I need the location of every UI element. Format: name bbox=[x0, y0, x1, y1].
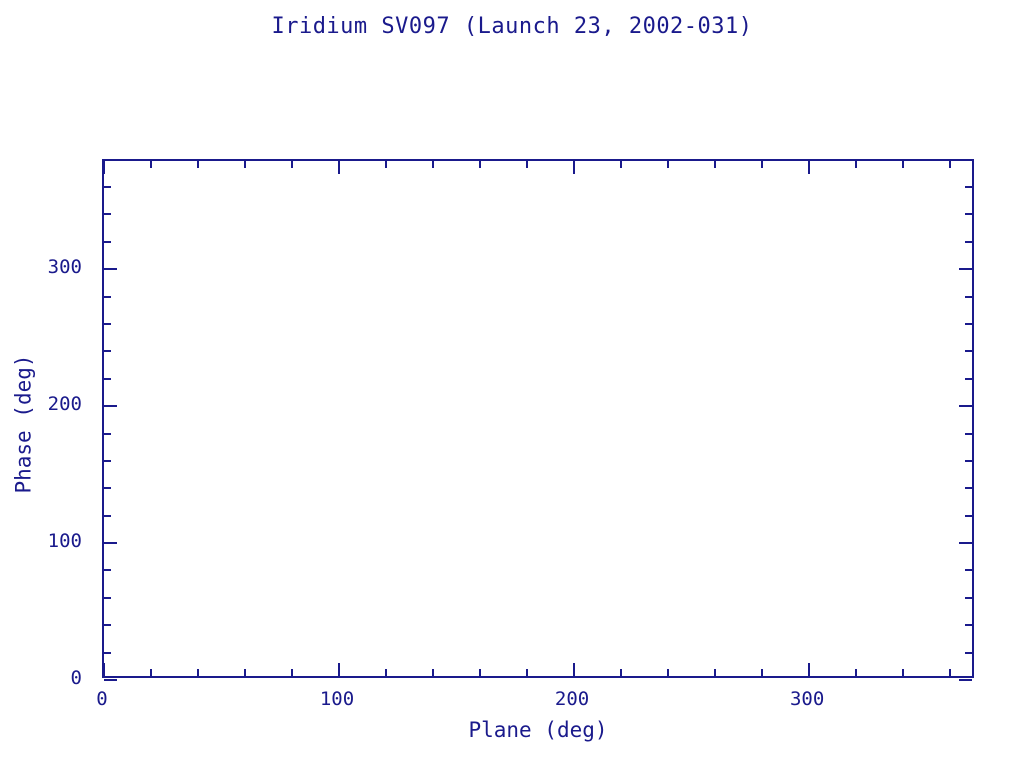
axis-tick-minor bbox=[965, 432, 972, 435]
axis-tick-minor bbox=[965, 569, 972, 572]
axis-tick-minor bbox=[479, 161, 482, 168]
axis-tick-minor bbox=[902, 161, 905, 168]
axis-tick-minor bbox=[104, 569, 111, 572]
axis-tick-minor bbox=[714, 669, 717, 676]
axis-tick-minor bbox=[291, 161, 294, 168]
axis-tick-minor bbox=[965, 295, 972, 298]
axis-tick-minor bbox=[965, 459, 972, 462]
axis-tick-minor bbox=[104, 213, 111, 216]
axis-tick-minor bbox=[244, 161, 247, 168]
axis-tick-minor bbox=[432, 161, 435, 168]
axis-tick-major bbox=[959, 405, 972, 408]
axis-tick-minor bbox=[104, 350, 111, 353]
axis-tick-minor bbox=[855, 669, 858, 676]
axis-tick-minor bbox=[855, 161, 858, 168]
axis-tick-minor bbox=[902, 669, 905, 676]
axis-tick-minor bbox=[104, 624, 111, 627]
axis-tick-minor bbox=[965, 322, 972, 325]
axis-tick-minor bbox=[965, 624, 972, 627]
axis-tick-minor bbox=[104, 240, 111, 243]
y-tick-label: 200 bbox=[47, 393, 82, 416]
axis-tick-minor bbox=[104, 651, 111, 654]
x-axis-label: Plane (deg) bbox=[468, 718, 608, 742]
axis-tick-minor bbox=[244, 669, 247, 676]
axis-tick-minor bbox=[104, 514, 111, 517]
axis-tick-minor bbox=[104, 596, 111, 599]
axis-tick-minor bbox=[197, 669, 200, 676]
axis-tick-minor bbox=[197, 161, 200, 168]
axis-tick-major bbox=[959, 542, 972, 545]
axis-tick-minor bbox=[385, 161, 388, 168]
axis-tick-major bbox=[959, 679, 972, 681]
axis-tick-major bbox=[338, 161, 341, 174]
axis-tick-major bbox=[959, 268, 972, 271]
axis-tick-major bbox=[573, 663, 576, 676]
axis-tick-major bbox=[808, 161, 811, 174]
axis-tick-major bbox=[573, 161, 576, 174]
axis-tick-minor bbox=[620, 161, 623, 168]
x-tick-label: 200 bbox=[554, 688, 590, 710]
axis-tick-minor bbox=[104, 432, 111, 435]
axis-tick-minor bbox=[104, 459, 111, 462]
axis-tick-minor bbox=[965, 487, 972, 490]
axis-tick-minor bbox=[620, 669, 623, 676]
y-tick-label: 0 bbox=[70, 667, 82, 689]
y-tick-label: 300 bbox=[47, 256, 82, 279]
axis-tick-minor bbox=[965, 596, 972, 599]
plot-title: Iridium SV097 (Launch 23, 2002-031) bbox=[271, 14, 753, 39]
axis-tick-minor bbox=[526, 669, 529, 676]
axis-tick-minor bbox=[965, 377, 972, 380]
axis-tick-minor bbox=[104, 186, 111, 189]
axis-tick-minor bbox=[714, 161, 717, 168]
x-tick-label: 100 bbox=[319, 688, 355, 710]
plot-axes-frame bbox=[102, 159, 974, 681]
y-axis-label: Phase (deg) bbox=[11, 354, 36, 494]
axis-tick-minor bbox=[526, 161, 529, 168]
axis-tick-minor bbox=[965, 240, 972, 243]
axis-tick-minor bbox=[667, 161, 670, 168]
axis-tick-minor bbox=[104, 322, 111, 325]
axis-tick-minor bbox=[761, 161, 764, 168]
axis-tick-minor bbox=[761, 669, 764, 676]
x-tick-label: 0 bbox=[96, 688, 108, 710]
axis-tick-major bbox=[808, 663, 811, 676]
axis-tick-minor bbox=[667, 669, 670, 676]
axis-tick-minor bbox=[150, 669, 152, 676]
axis-tick-major bbox=[104, 542, 117, 545]
axis-tick-minor bbox=[965, 514, 972, 517]
axis-tick-minor bbox=[432, 669, 435, 676]
axis-tick-minor bbox=[965, 213, 972, 216]
axis-tick-minor bbox=[104, 487, 111, 490]
axis-tick-minor bbox=[949, 161, 952, 168]
x-tick-label: 300 bbox=[789, 688, 825, 710]
axis-tick-minor bbox=[965, 651, 972, 654]
axis-tick-minor bbox=[291, 669, 294, 676]
axis-tick-minor bbox=[479, 669, 482, 676]
axis-tick-minor bbox=[965, 186, 972, 189]
axis-tick-minor bbox=[104, 377, 111, 380]
axis-tick-major bbox=[104, 268, 117, 271]
axis-tick-major bbox=[103, 663, 105, 676]
axis-tick-major bbox=[338, 663, 341, 676]
axis-tick-minor bbox=[150, 161, 152, 168]
axis-tick-minor bbox=[104, 295, 111, 298]
axis-tick-major bbox=[104, 405, 117, 408]
axis-tick-major bbox=[104, 679, 117, 681]
plot-data-area bbox=[104, 161, 972, 676]
y-tick-label: 100 bbox=[47, 530, 82, 553]
axis-tick-major bbox=[103, 161, 105, 174]
axis-tick-minor bbox=[385, 669, 388, 676]
axis-tick-minor bbox=[965, 350, 972, 353]
axis-tick-minor bbox=[949, 669, 952, 676]
